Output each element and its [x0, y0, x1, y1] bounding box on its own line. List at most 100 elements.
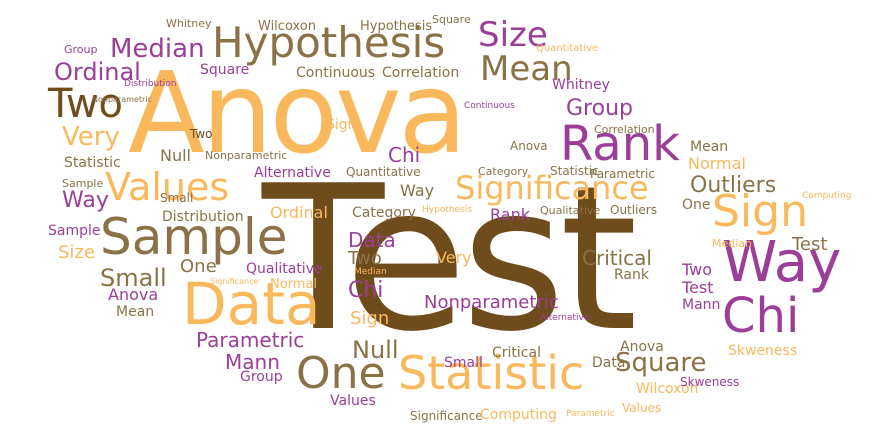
- word-data: Data: [182, 270, 321, 338]
- word-test: Test: [682, 278, 714, 297]
- word-anova-2: Anova: [510, 139, 548, 153]
- word-normal-2: Normal: [688, 154, 746, 173]
- word-way-2: Way: [400, 181, 435, 200]
- word-square-large: Square: [615, 348, 707, 378]
- word-null-large: Null: [352, 336, 399, 364]
- word-two-3: Two: [682, 260, 712, 279]
- word-correlation: Correlation: [594, 123, 655, 136]
- word-distribution: Distribution: [162, 209, 244, 225]
- word-mean: Mean: [116, 304, 155, 320]
- word-chi: Chi: [388, 143, 421, 167]
- word-test-2: Test: [792, 234, 828, 255]
- word-mean-2: Mean: [690, 139, 729, 155]
- word-correlation-top: Correlation: [382, 65, 460, 81]
- word-size-large: Size: [478, 15, 548, 55]
- word-sample: Sample: [100, 208, 288, 266]
- word-significance-small: Significance: [210, 277, 259, 286]
- word-alternative: Alternative: [254, 165, 331, 181]
- word-category: Category: [352, 205, 416, 221]
- word-rank: Rank: [614, 267, 649, 283]
- word-distribution-small: Distribution: [124, 79, 177, 89]
- word-category-2: Category: [478, 165, 529, 178]
- word-rank-large: Rank: [560, 116, 680, 172]
- word-values-bottom: Values: [622, 401, 662, 415]
- word-anova-small: Anova: [620, 339, 664, 355]
- word-parametric-small: Parametric: [566, 409, 615, 419]
- word-two-large: Two: [48, 81, 123, 127]
- word-computing-bottom: Computing: [480, 407, 557, 423]
- word-outliers: Outliers: [610, 203, 657, 217]
- word-square: Square: [200, 62, 250, 78]
- word-mann: Mann: [682, 297, 721, 313]
- word-whitney: Whitney: [552, 77, 610, 93]
- word-skweness-2: Skweness: [728, 343, 798, 359]
- word-very-large: Very: [62, 122, 120, 152]
- word-sample-2: Sample: [62, 177, 104, 190]
- word-chi-large: Chi: [722, 288, 800, 344]
- word-data-small: Data: [592, 355, 626, 371]
- word-values: Values: [330, 393, 376, 409]
- word-one: One: [180, 256, 217, 277]
- word-statistic: Statistic: [398, 346, 585, 400]
- word-wilcoxon: Wilcoxon: [636, 381, 699, 397]
- word-test: Test: [262, 143, 638, 376]
- word-computing: Computing: [802, 191, 852, 201]
- word-critical: Critical: [492, 345, 541, 361]
- word-anova: Anova: [128, 49, 467, 179]
- word-parametric-large: Parametric: [196, 328, 305, 352]
- word-two: Two: [190, 127, 213, 141]
- word-statistic-2: Statistic: [550, 164, 599, 178]
- word-nonparametric-large: Nonparametric: [424, 292, 559, 313]
- word-ordinal-large: Ordinal: [54, 58, 141, 86]
- word-median-large: Median: [110, 34, 205, 64]
- word-significance: Significance: [455, 169, 649, 207]
- word-statistic: Statistic: [64, 155, 121, 171]
- word-two-2: Two: [348, 248, 382, 269]
- word-parametric: Parametric: [590, 167, 655, 181]
- word-way: Way: [62, 188, 109, 213]
- word-null: Null: [160, 146, 191, 165]
- word-continuous: Continuous: [296, 65, 376, 81]
- word-size: Size: [58, 242, 95, 263]
- word-way-large: Way: [722, 230, 842, 295]
- word-wilcoxon-top: Wilcoxon: [258, 19, 316, 34]
- word-mann-large: Mann: [225, 350, 280, 374]
- word-square-top: Square: [432, 13, 471, 26]
- word-sign: Sign: [350, 308, 390, 329]
- word-whitney-top: Whitney: [166, 17, 212, 30]
- word-small-2: Small: [160, 191, 194, 205]
- word-group-top: Group: [64, 43, 98, 56]
- word-values-large: Values: [105, 165, 230, 209]
- word-median-small: Median: [354, 267, 387, 277]
- word-quantitative-top: Quantitative: [536, 43, 599, 54]
- word-quantitative: Quantitative: [346, 165, 421, 179]
- word-rank-small: Rank: [490, 205, 530, 224]
- word-qualitative: Qualitative: [246, 261, 323, 277]
- word-qualitative-2: Qualitative: [540, 204, 601, 217]
- word-hypothesis: Hypothesis: [212, 18, 446, 67]
- word-one: One: [682, 197, 711, 213]
- word-small: Small: [444, 355, 483, 371]
- word-small-large: Small: [100, 264, 167, 292]
- word-group: Group: [240, 369, 283, 385]
- word-outliers-large: Outliers: [690, 173, 777, 198]
- word-chi-2: Chi: [348, 278, 384, 303]
- word-group-large: Group: [566, 96, 633, 121]
- word-significance-bottom: Significance: [410, 409, 483, 423]
- word-mean-large: Mean: [480, 49, 573, 89]
- word-hypothesis-top: Hypothesis: [360, 19, 433, 34]
- word-sample: Sample: [48, 223, 101, 239]
- word-median: Median: [712, 237, 753, 250]
- word-sign-small: Sign: [326, 117, 357, 133]
- word-alternative-small: Alternative: [540, 313, 590, 323]
- word-sign-large: Sign: [712, 186, 808, 237]
- word-nonparametric-small: Nonparametric: [92, 95, 152, 104]
- word-critical-large: Critical: [582, 246, 652, 270]
- word-anova: Anova: [108, 285, 159, 304]
- word-one-large: One: [296, 348, 386, 399]
- word-very: Very: [436, 248, 472, 267]
- word-normal: Normal: [270, 277, 318, 292]
- word-continuous-small: Continuous: [464, 101, 515, 111]
- word-nonparametric: Nonparametric: [205, 149, 288, 162]
